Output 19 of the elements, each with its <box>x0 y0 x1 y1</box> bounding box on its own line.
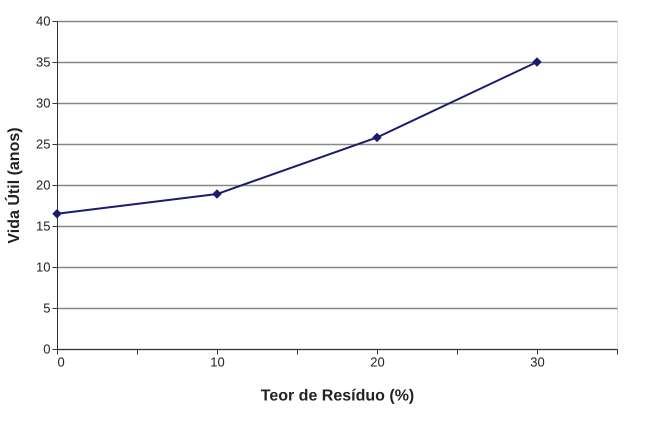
x-tick-label: 0 <box>58 354 65 370</box>
y-tick-label: 35 <box>36 54 50 70</box>
point <box>372 132 382 142</box>
y-tick-label: 40 <box>36 14 50 28</box>
y-tick-label: 0 <box>43 342 50 356</box>
x-tick-label: 10 <box>210 354 225 370</box>
y-tick-label: 15 <box>36 218 50 234</box>
y-tick-label: 25 <box>36 136 50 152</box>
x-tick-label: 20 <box>370 354 385 370</box>
y-tick-label: 30 <box>36 96 50 110</box>
y-tick-label: 20 <box>36 178 50 192</box>
point <box>532 57 542 67</box>
x-tick-label: 30 <box>530 354 545 370</box>
point <box>52 208 62 218</box>
point <box>212 189 222 199</box>
y-tick-label: 5 <box>43 300 50 316</box>
y-tick-label: 10 <box>36 260 50 274</box>
y-axis-title: Vida Útil (anos) <box>4 127 24 244</box>
x-axis-title: Teor de Resíduo (%) <box>260 388 414 404</box>
